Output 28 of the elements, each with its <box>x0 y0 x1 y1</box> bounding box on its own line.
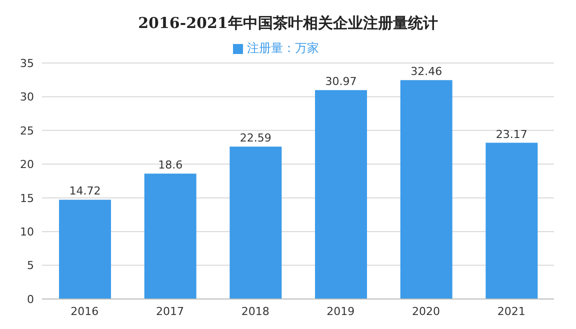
chart-title: 2016-2021年中国茶叶相关企业注册量统计 <box>137 13 439 34</box>
data-label: 14.72 <box>69 184 101 198</box>
y-tick-label: 0 <box>27 292 34 306</box>
x-tick-label: 2018 <box>241 304 270 318</box>
data-label: 32.46 <box>410 65 442 78</box>
data-label: 22.59 <box>240 132 272 145</box>
y-tick-label: 15 <box>20 192 34 205</box>
y-tick-label: 30 <box>20 90 34 104</box>
data-label: 18.6 <box>158 158 183 172</box>
y-tick-label: 10 <box>20 225 34 238</box>
x-tick-label: 2016 <box>70 304 99 318</box>
y-tick-label: 20 <box>20 158 34 172</box>
legend-label: 注册量：万家 <box>247 41 319 55</box>
bar <box>400 80 452 299</box>
bar <box>144 174 196 299</box>
x-tick-label: 2019 <box>326 304 355 318</box>
x-tick-label: 2020 <box>412 304 440 318</box>
x-tick-label: 2021 <box>497 304 526 318</box>
data-label: 23.17 <box>496 128 528 141</box>
x-tick-label: 2017 <box>156 304 184 318</box>
bar <box>59 200 111 299</box>
y-tick-label: 25 <box>20 124 34 138</box>
bar <box>230 146 282 299</box>
data-label: 30.97 <box>325 75 357 88</box>
y-tick-label: 35 <box>20 56 34 70</box>
y-tick-label: 5 <box>27 259 34 272</box>
bar <box>315 90 367 299</box>
bar <box>486 142 538 299</box>
